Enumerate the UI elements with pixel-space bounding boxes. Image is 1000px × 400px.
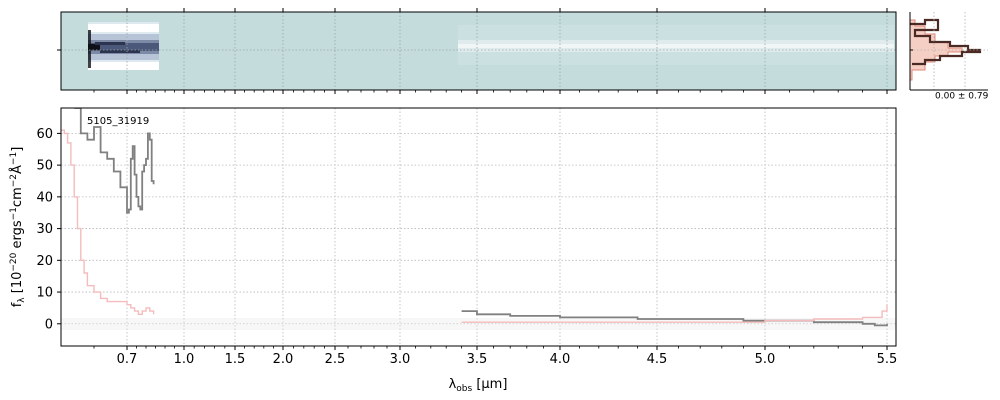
x-tick-label: 3.0	[390, 352, 411, 367]
y-tick-label: 40	[36, 190, 53, 205]
spectrum-2d-frame	[60, 11, 897, 91]
y-tick-label: 20	[36, 254, 53, 269]
series-flux-segment-1	[74, 108, 155, 214]
x-tick-label: 2.5	[325, 352, 346, 367]
y-tick-label: 0	[45, 317, 53, 332]
spectrum-1d-series	[61, 108, 888, 327]
x-tick-label: 5.0	[755, 352, 776, 367]
x-tick-label: 1.5	[225, 352, 246, 367]
spectrum-1d-yticks: 0 10 20 30 40 50 60	[36, 127, 61, 332]
x-tick-label: 3.5	[467, 352, 488, 367]
spectrum-label: 5105_31919	[87, 116, 149, 127]
y-tick-label: 60	[36, 127, 53, 142]
spectrum-2d-xticks	[93, 8, 888, 94]
spectrum-2d-long-wave-block	[458, 25, 894, 65]
series-error-segment-2	[461, 304, 888, 323]
profile-line	[910, 18, 982, 66]
spectrum-2d-short-wave-block	[88, 22, 159, 70]
spectrum-1d-grid	[61, 108, 896, 346]
x-tick-label: 1.0	[174, 352, 195, 367]
y-tick-label: 50	[36, 159, 53, 174]
spectrum-1d-xticks: 0.7 1.0 1.5 2.0 2.5 3.0 3.5 4.0 4.5 5.0 5.5	[93, 346, 898, 367]
spectrum-1d-frame	[60, 107, 897, 347]
y-tick-label: 30	[36, 222, 53, 237]
profile-annotation: 0.00 ± 0.79	[935, 92, 989, 102]
spectrum-2d-grid	[61, 12, 896, 90]
x-tick-label: 5.5	[877, 352, 898, 367]
y-axis-label: fλ [10−20 ergs−1cm−2Å−1]	[9, 147, 27, 308]
x-tick-label: 0.7	[117, 352, 138, 367]
spectrum-2d-panel	[57, 8, 897, 94]
x-tick-label: 2.0	[273, 352, 294, 367]
spectrum-1d-panel: 0 10 20 30 40 50 60 0.7 1.0 1.5 2.0 2.5 3.0 3.5 4.0 4.…	[9, 107, 898, 394]
zero-band	[61, 318, 896, 330]
series-error-segment-1	[61, 129, 155, 315]
profile-panel: 0.00 ± 0.79	[909, 12, 989, 102]
x-axis-label: λobs [μm]	[449, 377, 508, 394]
x-tick-label: 4.5	[647, 352, 668, 367]
y-tick-label: 10	[36, 286, 53, 301]
x-tick-label: 4.0	[550, 352, 571, 367]
series-flux-segment-2	[461, 310, 888, 327]
